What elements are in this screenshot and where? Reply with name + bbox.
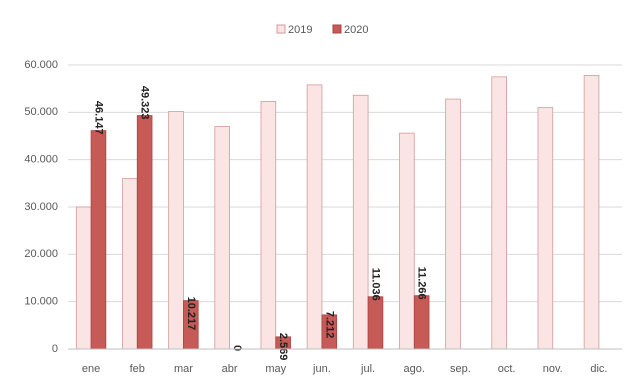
bar <box>537 107 554 350</box>
legend-label: 2019 <box>288 24 312 36</box>
data-label: 0 <box>231 345 243 351</box>
bar <box>260 101 277 350</box>
bar <box>122 178 138 350</box>
y-tick-label: 10.000 <box>24 296 58 308</box>
data-label: 46.147 <box>93 101 105 135</box>
data-label: 2.569 <box>277 333 289 361</box>
bar <box>90 130 107 350</box>
bar <box>445 98 461 350</box>
bar <box>367 296 384 350</box>
x-tick-label: ago. <box>404 363 425 375</box>
data-label: 10.217 <box>185 297 197 331</box>
data-label: 11.266 <box>416 267 428 300</box>
bar <box>75 206 92 350</box>
x-tick-label: may <box>265 363 286 375</box>
bar <box>168 110 184 350</box>
y-tick-label: 20.000 <box>24 248 58 260</box>
y-tick-label: 40.000 <box>24 154 58 166</box>
x-tick-label: oct. <box>498 363 516 375</box>
x-tick-label: jul. <box>360 363 375 375</box>
bar <box>491 76 507 350</box>
y-tick-label: 0 <box>52 343 58 355</box>
x-tick-label: dic. <box>590 363 607 375</box>
x-tick-label: ene <box>82 363 100 375</box>
x-tick-label: abr <box>222 363 238 375</box>
x-tick-label: jun. <box>312 363 331 375</box>
y-tick-label: 30.000 <box>24 201 58 213</box>
bar <box>352 94 369 350</box>
bar <box>583 75 600 350</box>
bar <box>214 126 230 350</box>
x-tick-label: nov. <box>543 363 563 375</box>
data-label: 7.212 <box>323 311 335 339</box>
x-tick-label: mar <box>174 363 193 375</box>
legend-swatch <box>276 24 286 34</box>
legend-swatch <box>332 24 342 34</box>
data-label: 11.036 <box>370 268 382 301</box>
bar <box>399 132 415 350</box>
data-label: 49.323 <box>139 86 151 120</box>
bar <box>413 295 430 350</box>
legend-label: 2020 <box>344 24 368 36</box>
y-tick-label: 60.000 <box>24 59 58 71</box>
x-tick-label: feb <box>130 363 145 375</box>
bar <box>306 84 323 350</box>
bar <box>136 115 153 350</box>
x-tick-label: sep. <box>450 363 471 375</box>
y-tick-label: 50.000 <box>24 106 58 118</box>
